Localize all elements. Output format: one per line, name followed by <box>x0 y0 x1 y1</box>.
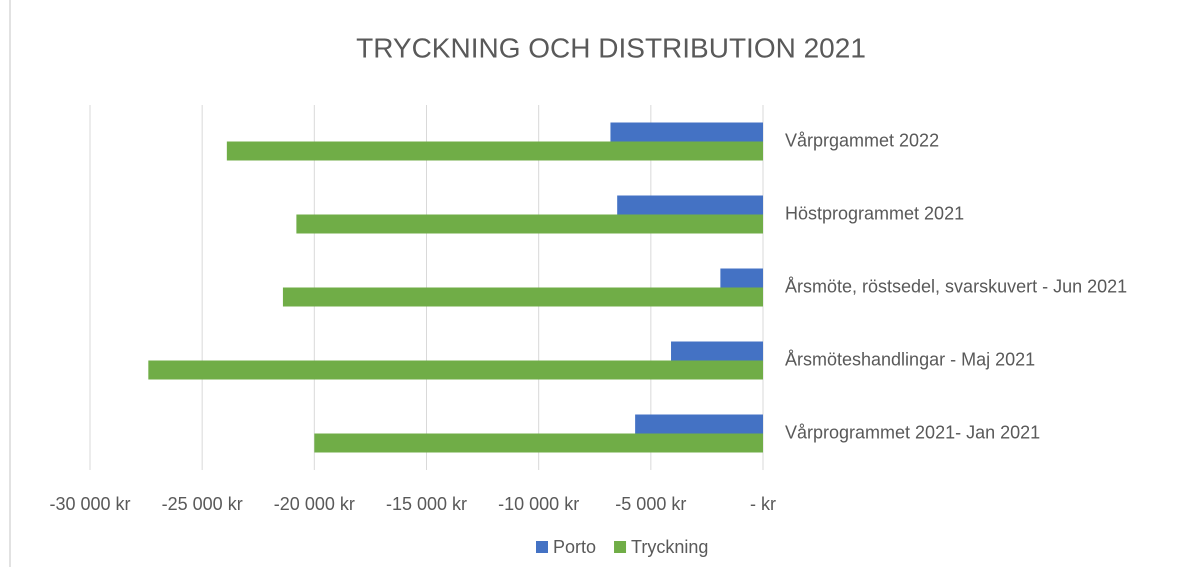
bar <box>282 287 763 307</box>
chart-title: TRYCKNING OCH DISTRIBUTION 2021 <box>356 32 866 63</box>
bar <box>671 341 763 361</box>
x-tick-label: -20 000 kr <box>274 494 355 514</box>
category-label: Vårprogrammet 2021- Jan 2021 <box>785 422 1040 442</box>
legend-swatch <box>614 541 627 553</box>
legend-label: Porto <box>553 537 596 557</box>
x-tick-label: -5 000 kr <box>615 494 686 514</box>
bar <box>314 433 763 453</box>
legend-swatch <box>536 541 548 553</box>
bar <box>720 268 763 288</box>
category-label: Årsmöte, röstsedel, svarskuvert - Jun 20… <box>785 276 1127 296</box>
bar <box>226 141 764 161</box>
bar <box>610 122 763 142</box>
bar <box>296 214 763 234</box>
bar <box>148 360 763 380</box>
bar <box>617 195 763 215</box>
category-label: Årsmöteshandlingar - Maj 2021 <box>785 349 1035 369</box>
x-tick-label: -25 000 kr <box>162 494 243 514</box>
legend-label: Tryckning <box>631 537 708 557</box>
x-tick-label: -30 000 kr <box>49 494 130 514</box>
x-tick-label: -10 000 kr <box>498 494 579 514</box>
bar <box>635 414 763 434</box>
category-label: Vårprgammet 2022 <box>785 130 939 150</box>
x-tick-label: -15 000 kr <box>386 494 467 514</box>
x-tick-label: - kr <box>750 494 776 514</box>
category-label: Höstprogrammet 2021 <box>785 203 964 223</box>
